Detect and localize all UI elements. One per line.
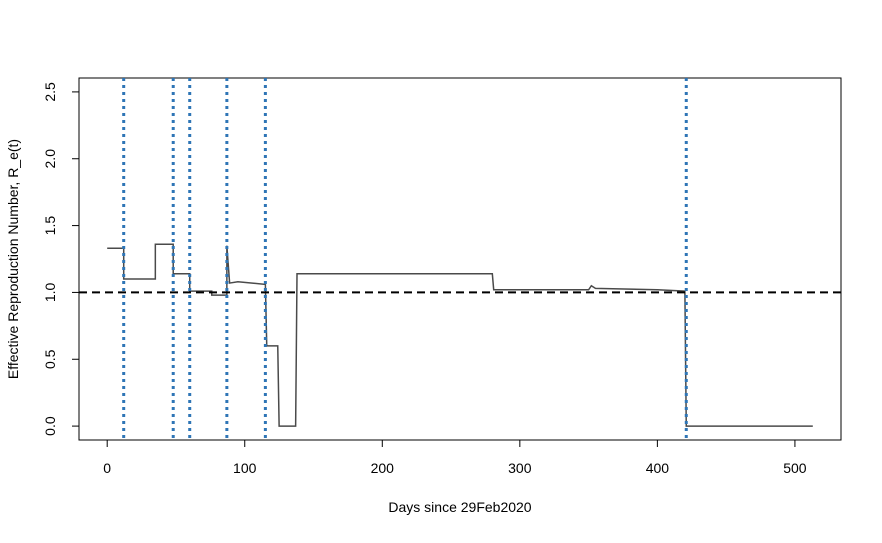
x-tick-label: 0 — [103, 460, 111, 476]
x-tick-label: 100 — [233, 460, 257, 476]
x-tick-label: 500 — [783, 460, 807, 476]
y-tick-label: 2.5 — [42, 82, 58, 102]
x-axis-label: Days since 29Feb2020 — [388, 499, 531, 515]
y-tick-label: 0.0 — [42, 416, 58, 436]
y-tick-label: 0.5 — [42, 349, 58, 369]
x-tick-label: 400 — [646, 460, 670, 476]
y-tick-label: 1.0 — [42, 282, 58, 302]
y-tick-label: 2.0 — [42, 149, 58, 169]
y-tick-label: 1.5 — [42, 216, 58, 236]
y-axis-label: Effective Reproduction Number, R_e(t) — [5, 139, 21, 379]
x-tick-label: 300 — [508, 460, 532, 476]
x-tick-label: 200 — [371, 460, 395, 476]
series-line — [107, 243, 813, 427]
plot-frame — [78, 77, 842, 441]
